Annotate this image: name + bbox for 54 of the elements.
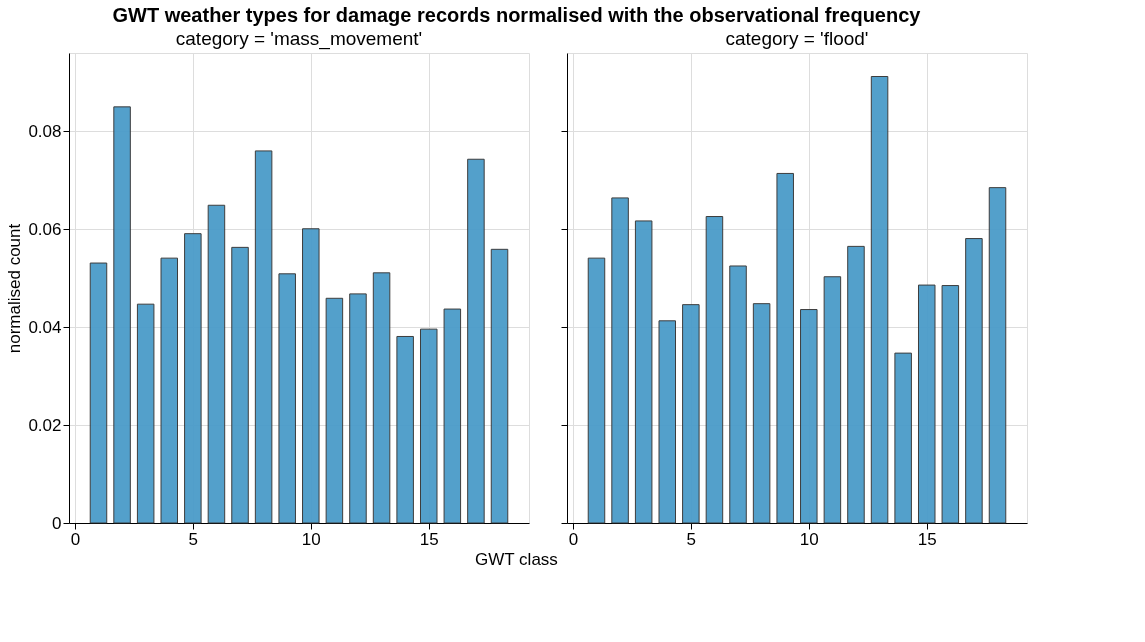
bar [658,320,677,524]
x-tick-label: 15 [917,529,937,549]
chart-subtitle: category = 'mass_movement' [175,28,423,50]
x-tick-label: 10 [799,529,819,549]
bar [467,158,485,524]
bar [278,273,296,524]
bar [325,297,344,524]
bar [941,285,960,524]
bar [776,172,794,524]
bar [184,233,202,524]
bar [207,204,226,524]
bar [988,187,1007,524]
chart-subtitle: category = 'flood' [725,28,869,49]
bar [917,284,936,524]
bar [682,304,700,524]
bar [160,257,179,524]
bar [800,309,818,524]
x-tick-label: 5 [188,529,199,549]
y-tick-label: 0 [52,513,62,533]
bar [752,303,771,524]
y-tick-label: 0.02 [28,415,62,435]
bar [89,262,108,524]
x-tick-label: 0 [70,529,81,549]
bar [419,328,438,524]
bar [443,308,462,524]
y-axis-title: normalised count [5,223,25,354]
bar [729,265,747,524]
bar [634,220,653,524]
x-tick-label: 10 [301,529,321,549]
y-tick-label: 0.08 [28,121,62,141]
bar [870,76,889,524]
bar [965,238,983,524]
y-tick-label: 0.06 [28,219,62,239]
x-axis-title: GWT class [475,549,558,569]
bar [705,216,724,524]
bar [254,150,273,524]
x-tick-label: 5 [686,529,697,549]
bar [894,352,912,524]
bar [349,293,367,524]
bar [611,197,629,524]
bar [587,257,606,524]
bar [136,303,155,524]
bar [372,272,391,524]
bar [823,276,842,524]
bar [113,106,131,524]
y-tick-label: 0.04 [28,317,62,337]
bar [847,245,865,524]
bar [396,335,414,524]
chart-title: GWT weather types for damage records normalised with the observational frequency [112,3,922,26]
bar [231,246,249,524]
x-tick-label: 15 [419,529,439,549]
x-tick-label: 0 [568,529,579,549]
bar [490,248,509,524]
bar [302,228,320,524]
